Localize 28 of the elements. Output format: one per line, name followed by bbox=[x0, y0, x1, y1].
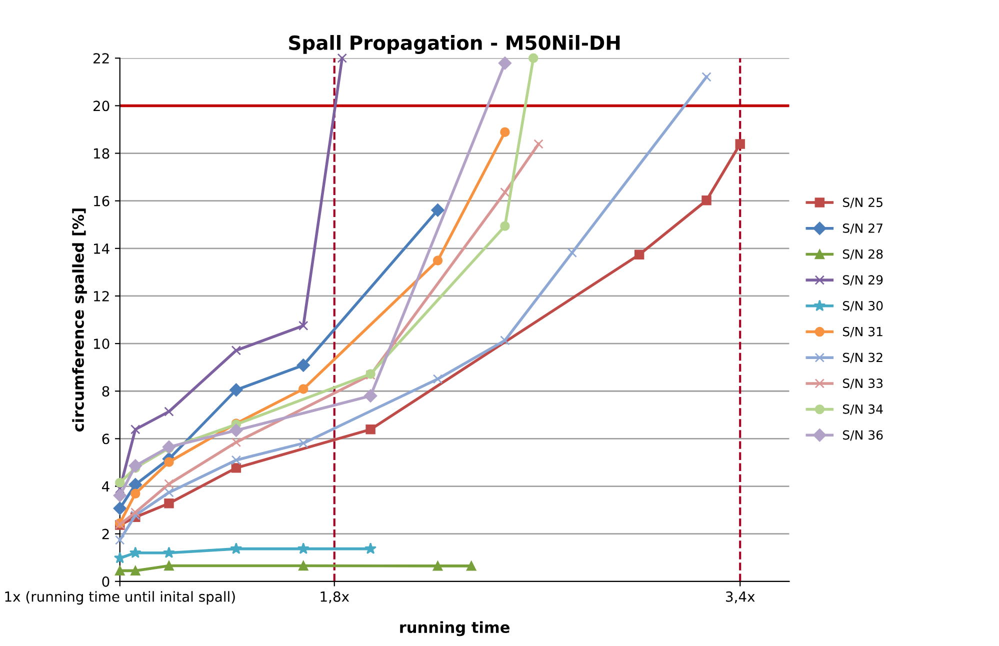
y-tick-label: 20 bbox=[94, 100, 110, 112]
y-tick-label: 0 bbox=[102, 576, 110, 587]
y-axis-title: circumference spalled [%] bbox=[72, 208, 87, 432]
legend-label: S/N 33 bbox=[842, 378, 883, 389]
y-tick-label: 16 bbox=[94, 196, 110, 206]
legend-label: S/N 25 bbox=[842, 198, 882, 208]
legend-label: S/N 31 bbox=[842, 326, 882, 338]
y-tick-label: 8 bbox=[102, 386, 110, 397]
x-axis-title: running time bbox=[400, 621, 510, 636]
legend-label: S/N 34 bbox=[842, 404, 883, 415]
y-tick-label: 18 bbox=[94, 148, 110, 159]
x-tick-label: 1,8x bbox=[320, 591, 350, 604]
legend-label: S/N 27 bbox=[842, 223, 882, 234]
x-tick-label: 1x (running time until inital spall) bbox=[5, 591, 235, 605]
y-tick-label: 22 bbox=[94, 53, 109, 64]
legend-label: S/N 36 bbox=[842, 430, 883, 441]
y-tick-label: 10 bbox=[94, 338, 110, 350]
y-tick-label: 14 bbox=[94, 244, 110, 254]
y-tick-label: 12 bbox=[94, 290, 109, 302]
y-tick-label: 2 bbox=[102, 528, 109, 540]
legend-label: S/N 28 bbox=[842, 249, 883, 260]
legend-label: S/N 30 bbox=[842, 301, 883, 312]
chart-title: Spall Propagation - M50Nil-DH bbox=[289, 35, 620, 54]
y-tick-label: 4 bbox=[102, 481, 110, 492]
x-tick-label: 3,4x bbox=[726, 591, 755, 604]
legend-label: S/N 29 bbox=[842, 275, 883, 286]
y-tick-label: 6 bbox=[102, 434, 110, 444]
legend-label: S/N 32 bbox=[842, 352, 882, 364]
